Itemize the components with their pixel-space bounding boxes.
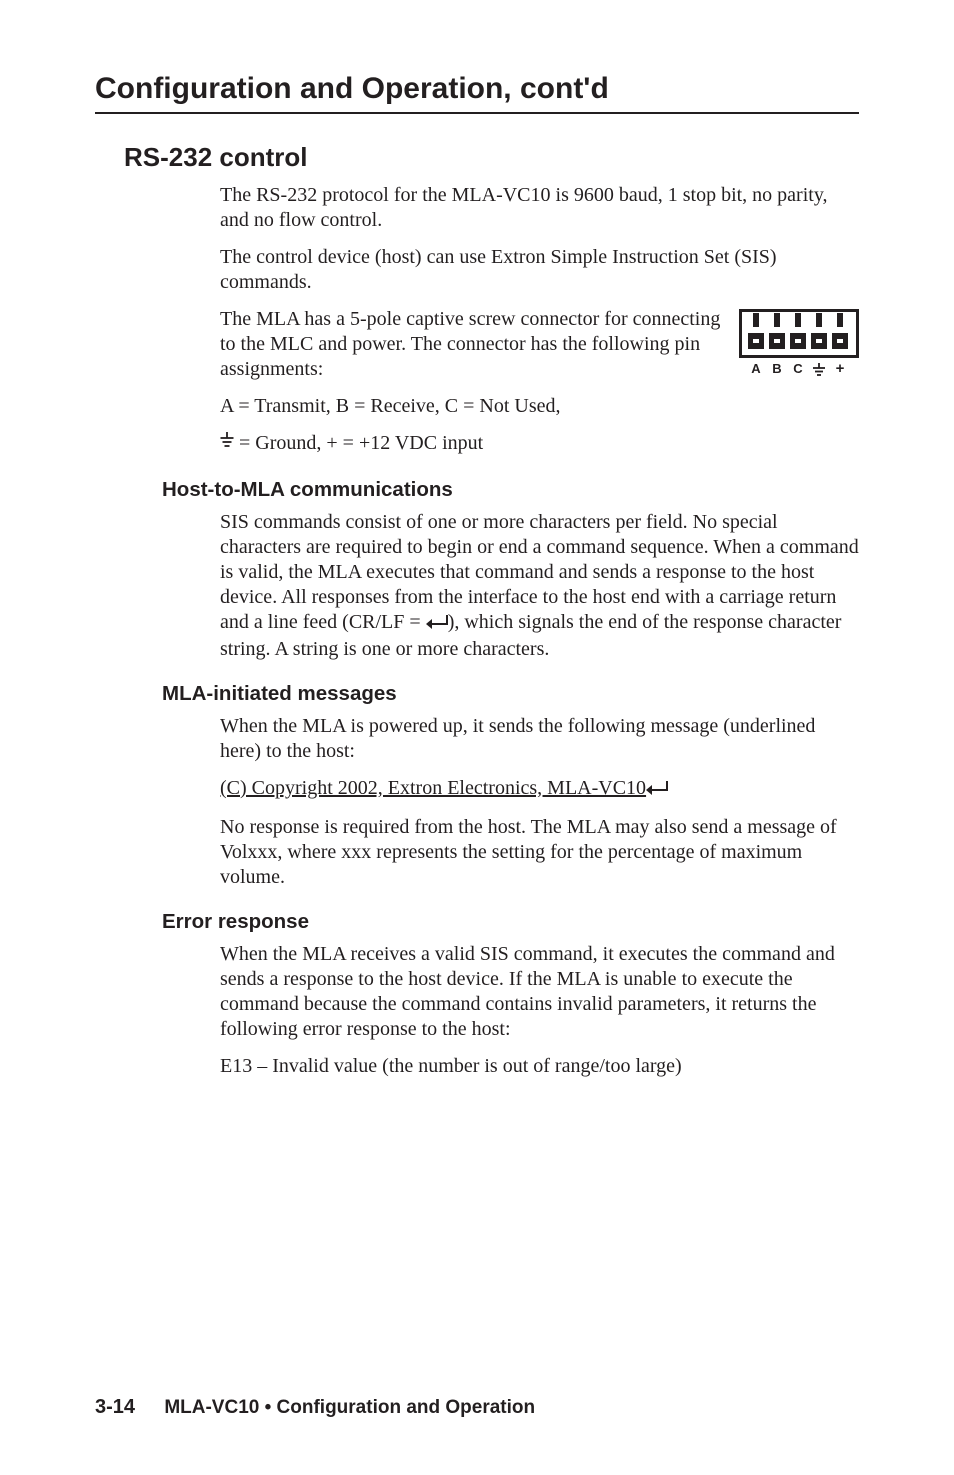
return-arrow-icon <box>646 778 668 803</box>
connector-paragraph: The MLA has a 5-pole captive screw conne… <box>220 307 725 382</box>
connector-label-ground-icon <box>813 363 825 375</box>
host-paragraph: SIS commands consist of one or more char… <box>220 510 859 662</box>
intro-paragraph-1: The RS-232 protocol for the MLA-VC10 is … <box>220 183 859 233</box>
connector-label-a: A <box>751 361 761 376</box>
subheading-host-to-mla: Host-to-MLA communications <box>162 478 859 502</box>
mla-init-underlined-line: (C) Copyright 2002, Extron Electronics, … <box>220 776 859 803</box>
error-p1: When the MLA receives a valid SIS comman… <box>220 942 859 1042</box>
section-heading-rs232: RS-232 control <box>124 142 859 173</box>
page-footer: 3-14 MLA-VC10 • Configuration and Operat… <box>95 1396 535 1419</box>
return-arrow-icon <box>426 612 448 637</box>
pin-assignments-line: A = Transmit, B = Receive, C = Not Used, <box>220 394 859 419</box>
error-p2: E13 – Invalid value (the number is out o… <box>220 1054 859 1079</box>
footer-product: MLA-VC10 • <box>164 1397 276 1418</box>
chapter-rule <box>95 112 859 114</box>
mla-init-p2: No response is required from the host. T… <box>220 815 859 890</box>
mla-init-underlined-text: (C) Copyright 2002, Extron Electronics, … <box>220 777 646 799</box>
connector-label-c: C <box>793 361 803 376</box>
ground-line-text: = Ground, + = +12 VDC input <box>234 432 483 454</box>
chapter-title: Configuration and Operation, cont'd <box>95 72 859 106</box>
footer-section: Configuration and Operation <box>277 1397 536 1418</box>
intro-paragraph-2: The control device (host) can use Extron… <box>220 245 859 295</box>
mla-init-p1: When the MLA is powered up, it sends the… <box>220 714 859 764</box>
connector-label-plus: + <box>836 360 845 377</box>
ground-line: = Ground, + = +12 VDC input <box>220 431 859 458</box>
footer-page-number: 3-14 <box>95 1396 135 1418</box>
ground-icon <box>220 431 234 458</box>
captive-screw-connector-diagram: A B C + <box>739 309 859 379</box>
subheading-mla-initiated: MLA-initiated messages <box>162 682 859 706</box>
connector-label-b: B <box>772 361 781 376</box>
subheading-error-response: Error response <box>162 910 859 934</box>
